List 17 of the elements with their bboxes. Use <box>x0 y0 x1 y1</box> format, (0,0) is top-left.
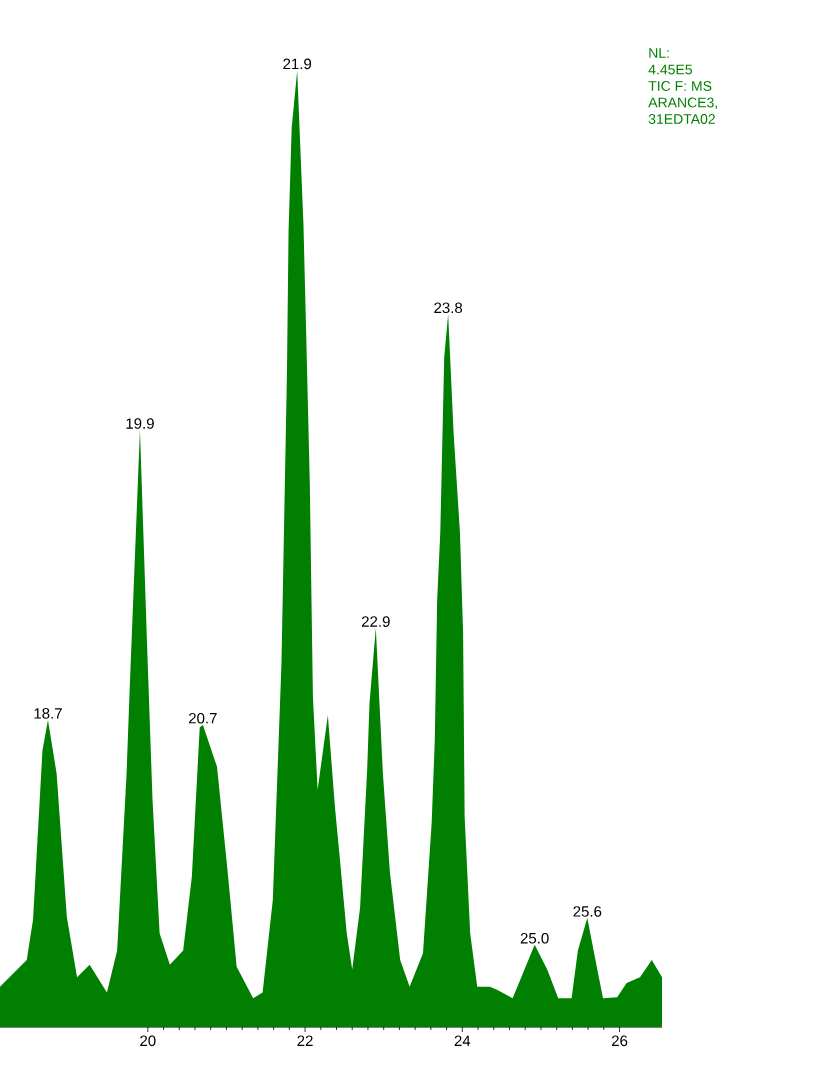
annotation: 18.7 <box>34 708 62 719</box>
annotation: 21.9 <box>283 58 312 70</box>
annotation: 20.7 <box>189 712 217 724</box>
x-tick-label: 20 <box>140 1035 156 1047</box>
annotation: ARANCE3, <box>648 97 717 110</box>
annotation: 4.45E5 <box>648 64 692 75</box>
annotation: TIC F: MS <box>648 81 712 91</box>
text: NL: <box>649 48 669 58</box>
x-tick-label: 22 <box>297 1035 313 1046</box>
annotation: 31EDTA02 <box>648 114 715 124</box>
x-tick-label: 24 <box>454 1035 471 1046</box>
annotation: 25.6 <box>573 906 602 917</box>
annotation: 23.8 <box>434 302 463 314</box>
annotation: 22.9 <box>361 616 390 627</box>
x-tick-label: 26 <box>611 1035 628 1047</box>
annotation: 19.9 <box>126 418 154 429</box>
annotation: 25.0 <box>520 932 549 944</box>
